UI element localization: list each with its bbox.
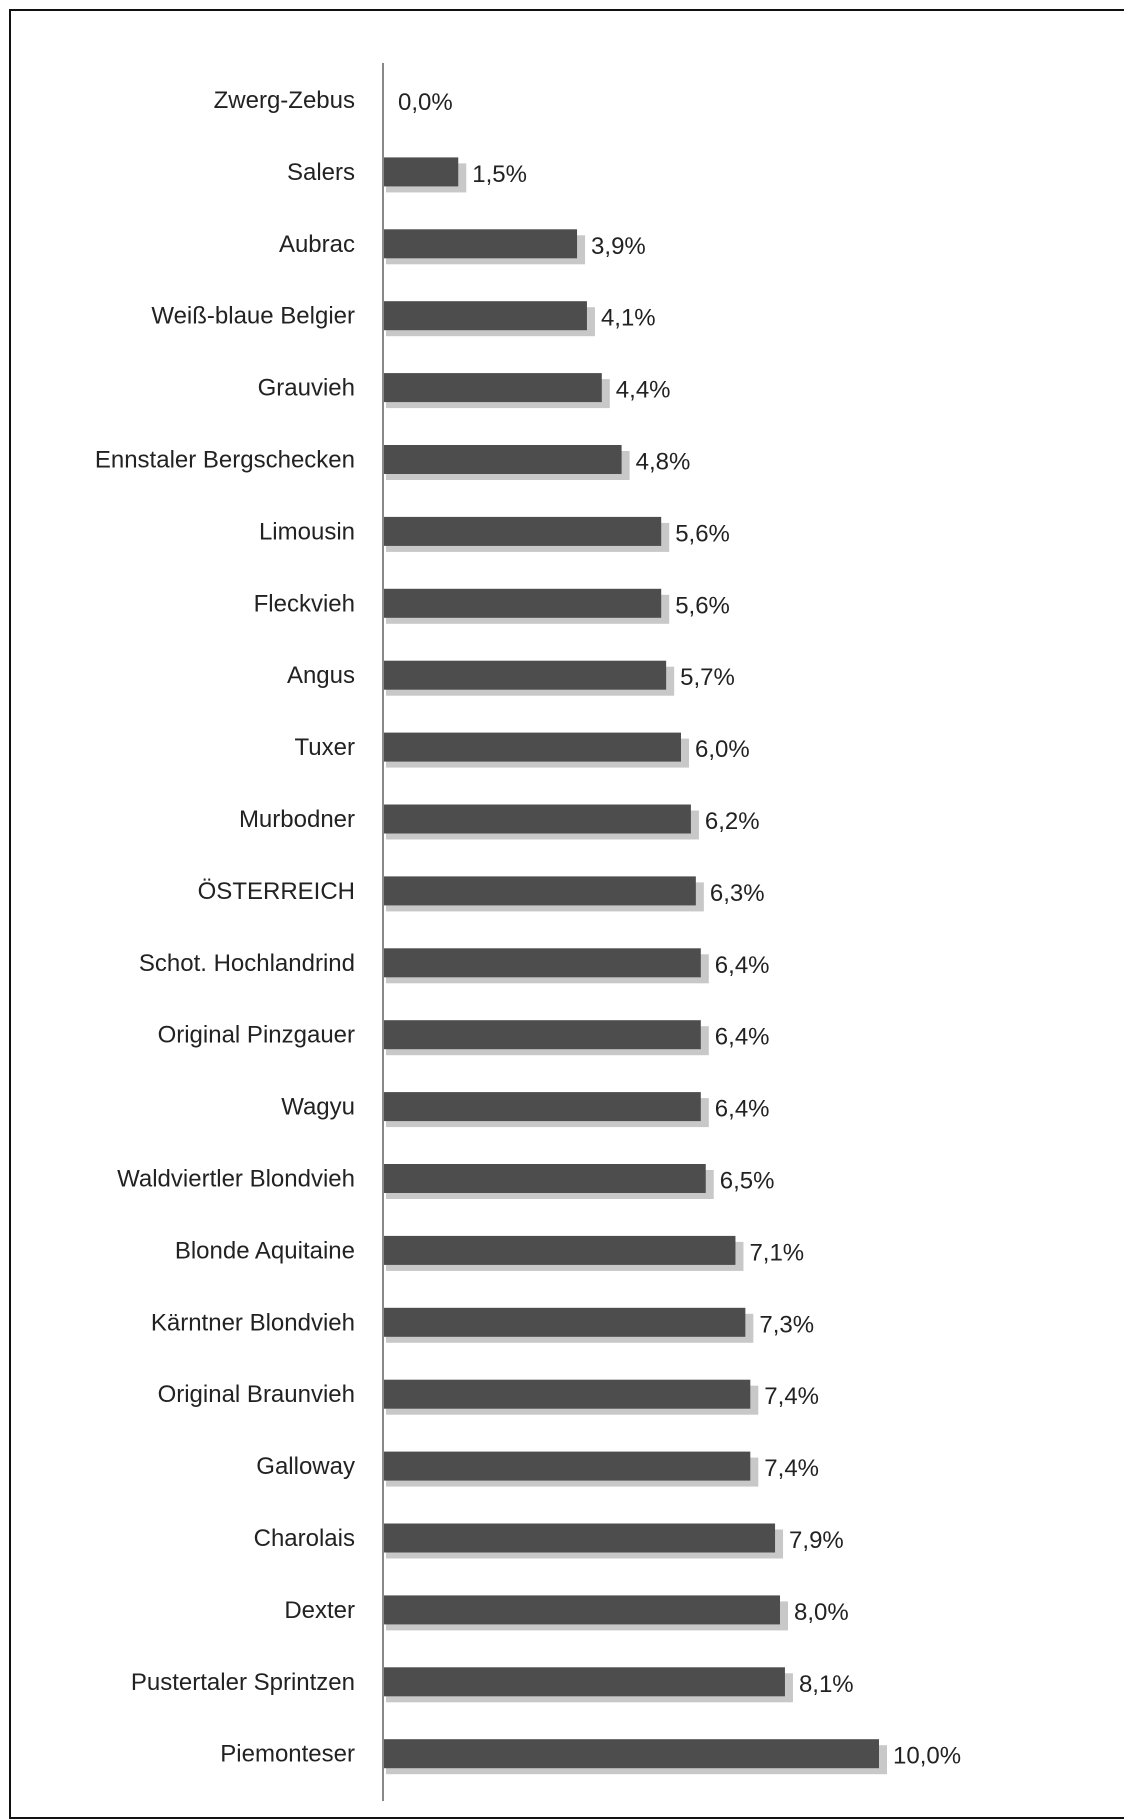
bar: [384, 732, 681, 762]
value-label: 5,6%: [675, 592, 730, 619]
category-label: Zwerg-Zebus: [214, 87, 355, 114]
bar: [384, 157, 459, 187]
value-label: 4,8%: [636, 449, 691, 476]
value-label: 8,1%: [799, 1671, 854, 1698]
value-label: 3,9%: [591, 233, 646, 260]
category-label: Fleckvieh: [254, 590, 355, 617]
category-label: Charolais: [254, 1525, 355, 1552]
value-label: 7,1%: [749, 1239, 804, 1266]
category-label: Aubrac: [279, 231, 355, 258]
category-label: Wagyu: [281, 1094, 355, 1121]
bar: [384, 229, 578, 259]
value-label: 7,4%: [764, 1383, 819, 1410]
category-label: Angus: [287, 662, 355, 689]
category-label: ÖSTERREICH: [198, 878, 355, 905]
category-label: Schot. Hochlandrind: [139, 950, 355, 977]
bar: [384, 1739, 879, 1769]
bar: [384, 588, 662, 618]
value-label: 6,2%: [705, 808, 760, 835]
value-label: 7,3%: [759, 1311, 814, 1338]
category-label: Waldviertler Blondvieh: [117, 1166, 355, 1193]
category-label: Murbodner: [239, 806, 355, 833]
bar: [384, 516, 662, 546]
bar: [384, 1667, 785, 1697]
category-label: Limousin: [259, 518, 355, 545]
value-label: 6,4%: [715, 952, 770, 979]
bar: [384, 876, 696, 906]
bar: [384, 301, 587, 331]
bar: [384, 1451, 751, 1481]
value-label: 7,4%: [764, 1455, 819, 1482]
category-label: Kärntner Blondvieh: [151, 1309, 355, 1336]
value-label: 1,5%: [472, 161, 527, 188]
bar: [384, 1307, 746, 1337]
bar: [384, 1020, 701, 1050]
value-label: 10,0%: [893, 1743, 961, 1770]
category-label: Galloway: [256, 1453, 355, 1480]
bar: [384, 373, 602, 403]
chart-frame: Zwerg-Zebus 0,0% Salers 1,5% Aubrac 3,9% Weiß-…: [9, 9, 1124, 1819]
bar: [384, 660, 667, 690]
value-label: 6,5%: [720, 1168, 775, 1195]
value-label: 4,4%: [616, 377, 671, 404]
bar: [384, 1092, 701, 1122]
bar: [384, 948, 701, 978]
bar: [384, 1379, 751, 1409]
category-label: Original Pinzgauer: [158, 1022, 355, 1049]
category-label: Dexter: [284, 1597, 355, 1624]
bar: [384, 1523, 776, 1553]
value-label: 7,9%: [789, 1527, 844, 1554]
category-label: Weiß-blaue Belgier: [151, 303, 355, 330]
value-label: 6,0%: [695, 736, 750, 763]
category-label: Salers: [287, 159, 355, 186]
value-label: 6,4%: [715, 1096, 770, 1123]
bars-layer: [384, 157, 887, 1775]
category-label: Pustertaler Sprintzen: [131, 1669, 355, 1696]
value-label: 4,1%: [601, 305, 656, 332]
bar: [384, 1164, 706, 1193]
labels-layer: Zwerg-Zebus 0,0% Salers 1,5% Aubrac 3,9% Weiß-…: [95, 87, 961, 1770]
bar: [384, 1595, 780, 1625]
bar-chart: Zwerg-Zebus 0,0% Salers 1,5% Aubrac 3,9% Weiß-…: [95, 63, 961, 1801]
bar: [384, 1235, 736, 1265]
value-label: 6,4%: [715, 1024, 770, 1051]
category-label: Blonde Aquitaine: [175, 1237, 355, 1264]
value-label: 5,6%: [675, 520, 730, 547]
category-label: Ennstaler Bergschecken: [95, 447, 355, 474]
category-label: Original Braunvieh: [158, 1381, 355, 1408]
value-label: 5,7%: [680, 664, 735, 691]
value-label: 0,0%: [398, 89, 453, 116]
bar: [384, 804, 691, 834]
category-label: Grauvieh: [258, 375, 355, 402]
category-label: Piemonteser: [220, 1741, 355, 1768]
bar: [384, 445, 622, 474]
value-label: 8,0%: [794, 1599, 849, 1626]
value-label: 6,3%: [710, 880, 765, 907]
category-label: Tuxer: [295, 734, 355, 761]
